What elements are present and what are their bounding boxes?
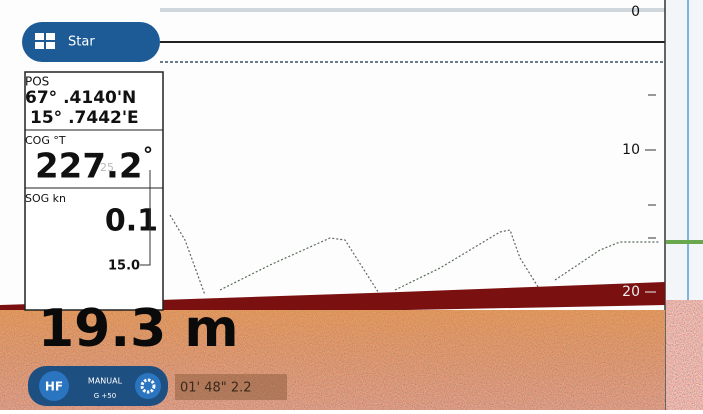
frequency-label: HF xyxy=(45,380,63,394)
star-button-label: Star xyxy=(68,35,95,50)
settings-button[interactable] xyxy=(135,373,161,399)
cog-value: 227.2 xyxy=(35,147,143,187)
depth-readout: 19.3 m xyxy=(38,299,239,359)
depth-scale-label: 0 xyxy=(631,4,640,20)
amplitude-echo xyxy=(666,240,703,244)
pos-label: POS xyxy=(25,75,49,89)
amplitude-bottom xyxy=(666,300,703,410)
cog-unit: ° xyxy=(143,143,153,167)
cursor-readout: 01' 48" 2.2 xyxy=(180,381,252,396)
cog-dial-label: 25 xyxy=(100,161,114,174)
depth-scale-label: 10 xyxy=(622,142,640,158)
gain-label: G +50 xyxy=(94,392,116,400)
surface-clutter xyxy=(160,8,665,12)
sog-dial-label: 15.0 xyxy=(108,259,140,274)
cog-label: COG °T xyxy=(25,134,66,147)
longitude: 15° .7442'E xyxy=(30,108,139,128)
sonar-screen: 0 10 20 POS 67° .4140'N 15° .7442'E COG … xyxy=(0,0,703,410)
mode-label: MANUAL xyxy=(88,377,123,386)
latitude: 67° .4140'N xyxy=(25,88,136,108)
sog-label: SOG kn xyxy=(25,192,66,205)
depth-scale-label: 20 xyxy=(622,284,640,300)
